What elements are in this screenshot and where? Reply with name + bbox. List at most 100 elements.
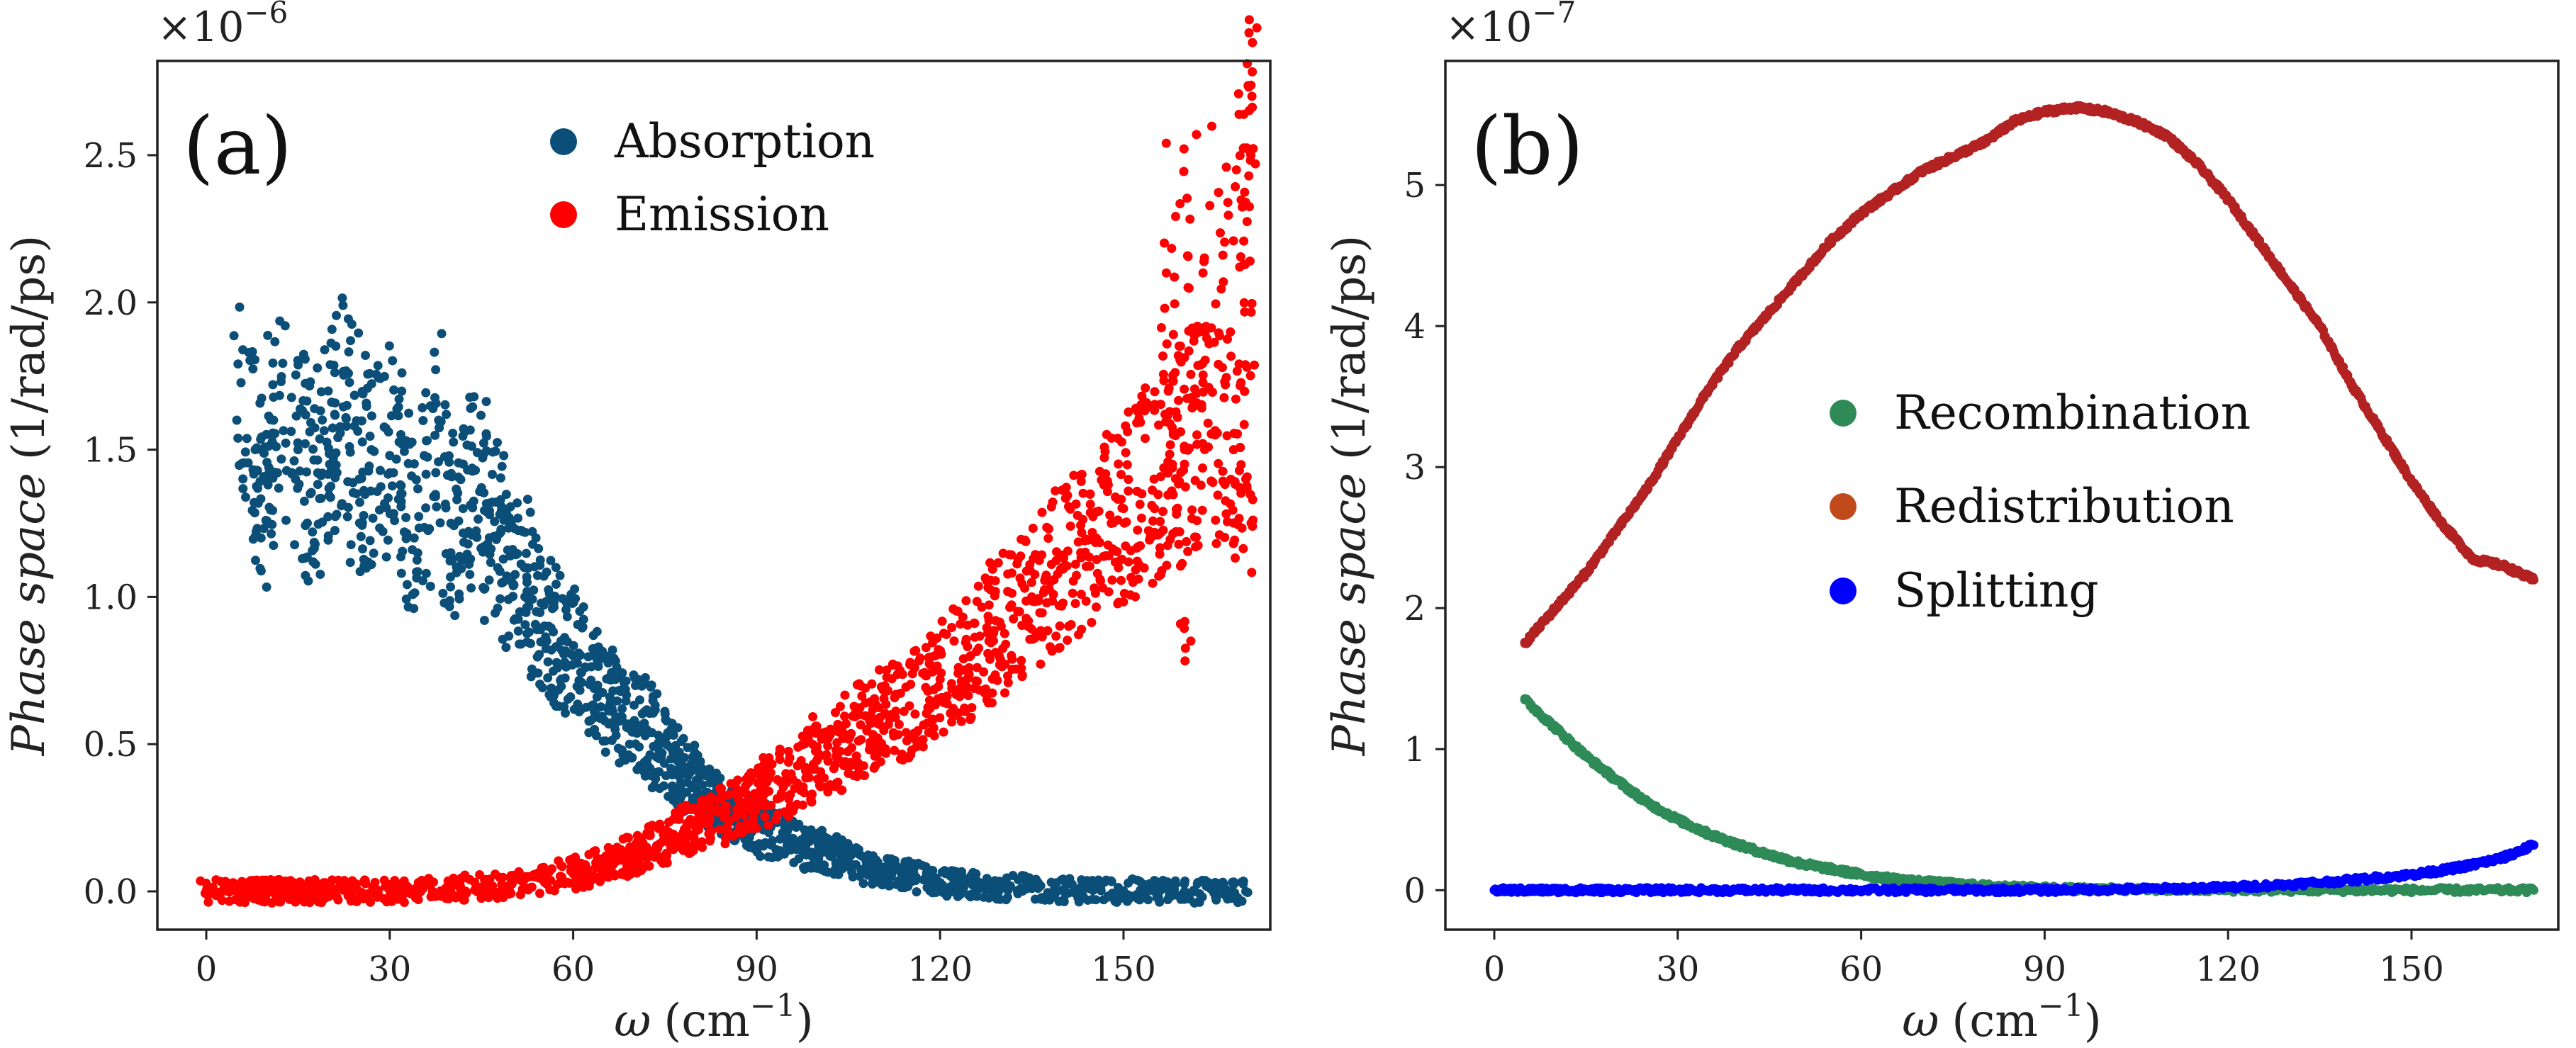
data-point [1183, 546, 1193, 556]
y-axis-unit: (1/rad/ps) [3, 235, 55, 460]
data-point [1185, 894, 1194, 904]
data-point [330, 526, 340, 536]
data-point [250, 445, 260, 455]
data-point [1204, 442, 1213, 452]
data-point [298, 553, 308, 563]
data-point [905, 872, 914, 881]
data-point [906, 680, 916, 689]
data-point [936, 649, 946, 659]
data-point [705, 836, 715, 846]
data-point [272, 468, 282, 478]
data-point [437, 329, 447, 339]
data-point [383, 535, 393, 545]
data-point [543, 657, 553, 667]
data-point [269, 415, 279, 425]
data-point [1074, 630, 1083, 640]
data-point [1085, 500, 1095, 509]
data-point [1196, 480, 1206, 490]
data-point [912, 887, 922, 897]
data-point [495, 594, 505, 604]
data-point [622, 723, 632, 732]
data-point [696, 768, 706, 778]
data-point [217, 896, 227, 906]
data-point [413, 548, 422, 558]
data-point [444, 457, 454, 467]
data-point [1017, 672, 1027, 682]
data-point [1238, 543, 1248, 553]
data-point [1003, 677, 1013, 687]
data-point [1244, 82, 1254, 92]
data-point [444, 602, 454, 612]
data-point [1235, 151, 1245, 161]
data-point [270, 429, 280, 439]
exponent-label: ×10−6 [157, 0, 288, 51]
data-point [1122, 460, 1132, 470]
data-point [203, 897, 213, 907]
data-point [256, 566, 266, 576]
data-point [493, 438, 502, 447]
data-point [375, 523, 385, 533]
data-point [556, 636, 566, 646]
data-point [1157, 566, 1167, 575]
data-point [263, 330, 273, 340]
data-point [363, 557, 373, 567]
data-point [409, 533, 419, 543]
data-point [299, 496, 309, 506]
data-point [316, 387, 326, 397]
data-point [429, 877, 438, 887]
data-point [353, 427, 363, 436]
data-point [1231, 553, 1240, 563]
data-point [362, 398, 371, 408]
data-point [310, 539, 320, 549]
data-point [399, 446, 409, 456]
data-point [431, 365, 441, 375]
data-point [1190, 532, 1199, 542]
data-point [1218, 466, 1228, 476]
data-point [522, 572, 532, 582]
data-point [785, 789, 795, 799]
data-point [253, 483, 262, 493]
data-point [497, 578, 507, 588]
data-point [422, 436, 431, 446]
data-point [525, 627, 534, 637]
data-point [535, 560, 545, 570]
data-point [402, 580, 412, 590]
data-point [946, 679, 956, 689]
data-point [388, 356, 398, 366]
data-point [1027, 592, 1037, 602]
data-point [413, 484, 422, 494]
data-point [573, 699, 583, 709]
data-point [970, 619, 979, 629]
series-emission [196, 15, 1262, 908]
data-point [870, 761, 880, 771]
data-point [794, 854, 804, 864]
data-point [1214, 458, 1223, 468]
data-point [276, 454, 286, 464]
data-point [248, 364, 258, 374]
data-point [266, 505, 276, 515]
data-point [319, 426, 329, 436]
data-point [527, 526, 537, 536]
data-point [493, 603, 503, 613]
data-point [581, 663, 590, 672]
data-point [1133, 574, 1143, 584]
data-point [744, 843, 754, 852]
data-point [478, 453, 488, 463]
data-point [471, 466, 481, 475]
data-point [1231, 480, 1240, 489]
data-point [220, 886, 230, 896]
data-point [1210, 886, 1220, 896]
data-point [366, 379, 376, 389]
y-tick-label: 0.5 [84, 725, 138, 765]
data-point [1046, 577, 1055, 587]
data-point [798, 800, 807, 810]
data-point [1220, 480, 1230, 490]
data-point [1007, 600, 1017, 610]
data-point [1081, 596, 1091, 606]
data-point [977, 602, 987, 612]
data-point [526, 672, 536, 682]
data-point [715, 825, 725, 834]
data-point [543, 673, 553, 683]
data-point [522, 495, 532, 505]
data-point [430, 430, 440, 440]
